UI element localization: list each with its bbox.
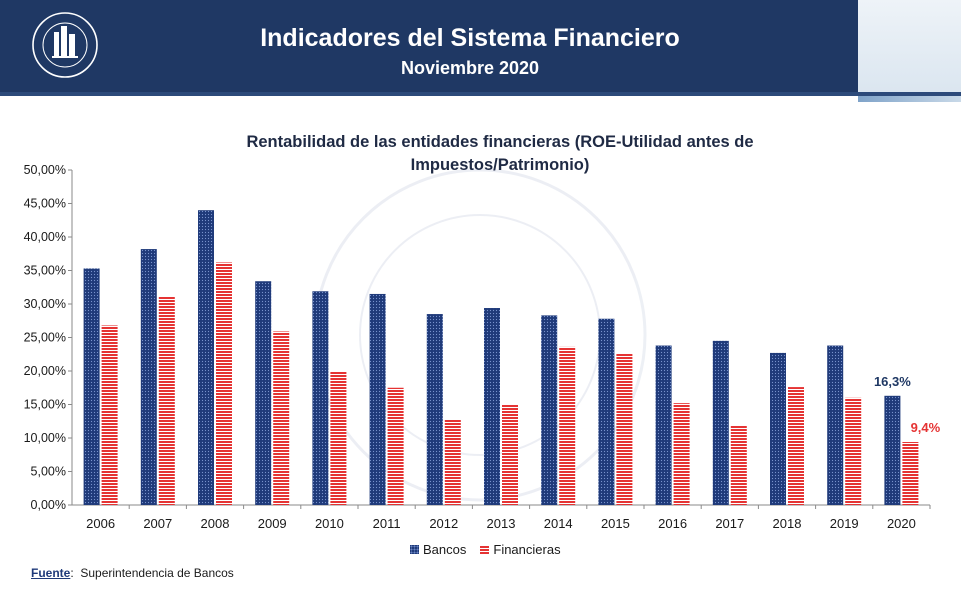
bar-bancos-2018: [770, 352, 786, 505]
bar-bancos-2019: [827, 345, 844, 505]
bar-financieras-2009: [273, 331, 290, 505]
bank-seal-icon: [32, 12, 98, 78]
legend-label-financieras: Financieras: [493, 542, 561, 557]
bar-bancos-2009: [255, 281, 272, 505]
y-tick-label: 10,00%: [24, 431, 66, 445]
x-tick-label: 2018: [773, 516, 802, 531]
bar-bancos-2012: [426, 314, 443, 505]
x-tick-label: 2020: [887, 516, 916, 531]
bar-bancos-2007: [140, 249, 157, 505]
chart-title: Rentabilidad de las entidades financiera…: [246, 133, 754, 174]
bar-financieras-2017: [730, 425, 747, 505]
bar-bancos-2008: [198, 210, 214, 505]
page-title: Indicadores del Sistema Financiero: [260, 24, 680, 52]
x-tick-label: 2011: [373, 516, 401, 531]
x-tick-label: 2019: [830, 516, 859, 531]
x-tick-label: 2017: [715, 516, 744, 531]
x-tick-label: 2010: [315, 516, 344, 531]
bar-financieras-2013: [502, 404, 518, 505]
source-colon: :: [70, 566, 74, 580]
header-divider: [0, 92, 961, 96]
bar-financieras-2015: [616, 353, 633, 505]
header-banner: [0, 0, 858, 92]
y-tick-label: 35,00%: [24, 264, 66, 278]
x-tick-label: 2007: [143, 516, 172, 531]
bar-financieras-2018: [788, 387, 804, 505]
source-note: Fuente: Superintendencia de Bancos: [31, 566, 234, 580]
source-text: Superintendencia de Bancos: [80, 566, 234, 580]
legend-item-financieras: Financieras: [480, 542, 561, 557]
x-tick-label: 2006: [86, 516, 115, 531]
y-tick-label: 25,00%: [24, 331, 66, 345]
bar-bancos-2015: [598, 318, 615, 505]
watermark-seal: [313, 168, 647, 502]
source-label: Fuente: [31, 566, 71, 580]
y-tick-label: 40,00%: [24, 230, 66, 244]
data-label-financieras-2020: 9,4%: [911, 420, 941, 435]
x-tick-label: 2009: [258, 516, 287, 531]
bar-financieras-2019: [845, 397, 862, 505]
bar-financieras-2012: [444, 419, 461, 505]
bar-financieras-2011: [387, 387, 404, 505]
legend-item-bancos: Bancos: [410, 542, 466, 557]
y-tick-label: 15,00%: [24, 398, 66, 412]
x-tick-label: 2014: [544, 516, 573, 531]
bar-bancos-2010: [312, 291, 329, 505]
bar-bancos-2014: [541, 315, 558, 505]
bar-financieras-2016: [673, 403, 690, 505]
bar-bancos-2013: [484, 308, 500, 505]
bar-financieras-2010: [330, 371, 347, 505]
header-right-panel: [858, 0, 961, 92]
bar-bancos-2017: [712, 340, 729, 505]
y-tick-label: 30,00%: [24, 297, 66, 311]
bar-bancos-2011: [369, 293, 386, 505]
data-label-bancos-2020: 16,3%: [874, 374, 911, 389]
bar-bancos-2006: [83, 268, 100, 505]
y-tick-label: 45,00%: [24, 197, 66, 211]
bar-bancos-2016: [655, 345, 672, 505]
x-tick-label: 2013: [487, 516, 516, 531]
x-tick-label: 2015: [601, 516, 630, 531]
y-tick-label: 20,00%: [24, 364, 66, 378]
y-tick-label: 5,00%: [31, 465, 66, 479]
bar-bancos-2020: [884, 395, 901, 505]
page-subtitle: Noviembre 2020: [400, 58, 540, 78]
legend-swatch-bancos: [410, 545, 419, 554]
x-tick-label: 2016: [658, 516, 687, 531]
chart-legend: Bancos Financieras: [410, 542, 575, 557]
bar-financieras-2006: [101, 325, 118, 505]
y-tick-label: 50,00%: [24, 163, 66, 177]
x-tick-label: 2012: [429, 516, 458, 531]
bar-financieras-2007: [158, 296, 175, 505]
y-tick-label: 0,00%: [31, 498, 66, 512]
legend-swatch-financieras: [480, 545, 490, 554]
legend-label-bancos: Bancos: [423, 542, 467, 557]
header-accent-bar: [858, 96, 961, 102]
bar-financieras-2020: [902, 442, 919, 505]
bar-financieras-2008: [216, 262, 232, 505]
x-tick-label: 2008: [201, 516, 230, 531]
bar-financieras-2014: [559, 346, 576, 505]
